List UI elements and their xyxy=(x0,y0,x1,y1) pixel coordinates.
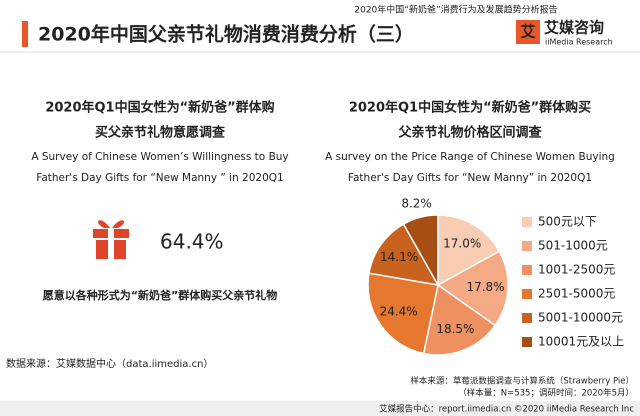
gift-icon xyxy=(93,220,129,259)
legend-label: 1001-2500元 xyxy=(538,263,615,277)
left-title: 买父亲节礼物意愿调查 xyxy=(95,125,226,141)
value-label: 17.0% xyxy=(443,237,481,251)
chart-title: 父亲节礼物价格区间调查 xyxy=(397,125,542,141)
footer-text: 艾媒报告中心：report.iimedia.cn ©2020 iiMedia R… xyxy=(379,404,634,415)
legend-label: 2501-5000元 xyxy=(538,287,615,301)
logo-mark xyxy=(516,20,540,44)
pie-slice xyxy=(367,272,439,355)
value-label: 18.5% xyxy=(436,322,474,336)
legend-swatch xyxy=(522,241,532,251)
pie-slice xyxy=(436,250,509,327)
pie-slice xyxy=(402,214,439,288)
left-english: A Survey of Chinese Women’s Willingness … xyxy=(31,151,288,163)
left-english: Father's Day Gifts for “New Manny ” in 2… xyxy=(36,172,283,184)
legend-label: 501-1000元 xyxy=(538,239,608,253)
left-title: 2020年Q1中国女性为“新奶爸”群体购 xyxy=(45,100,274,116)
source: 数据来源：艾媒数据中心（data.iimedia.cn） xyxy=(6,357,213,370)
legend-swatch xyxy=(522,217,532,227)
sample-source: 样本来源：草莓派数据调查与计算系统（Strawberry Pie） xyxy=(410,376,634,387)
page-title: 2020年中国父亲节礼物消费消费分析（三） xyxy=(38,23,414,46)
pie-slice xyxy=(437,214,501,287)
report-title: 2020年中国“新奶爸”消费行为及发展趋势分析报告 xyxy=(354,4,557,16)
legend-swatch xyxy=(522,289,532,299)
pie-slice xyxy=(368,223,440,287)
chart-subtitle: Father's Day Gifts for “New Manny” in 20… xyxy=(348,172,592,184)
legend-label: 5001-10000元 xyxy=(538,311,623,325)
legend-swatch xyxy=(522,337,532,347)
logo-en: iiMedia Research xyxy=(545,38,613,47)
legend-label: 500元以下 xyxy=(538,215,597,229)
logo-glyph: 艾 xyxy=(520,23,535,41)
chart-subtitle: A survey on the Price Range of Chinese W… xyxy=(325,151,615,163)
logo-cn: 艾媒咨询 xyxy=(544,19,604,37)
legend-label: 10001元及以上 xyxy=(538,335,624,349)
value-label: 14.1% xyxy=(380,250,418,264)
value-label: 17.8% xyxy=(466,280,504,294)
value-label: 24.4% xyxy=(380,304,418,318)
legend-swatch xyxy=(522,313,532,323)
title-accent xyxy=(22,21,28,47)
legend-swatch xyxy=(522,265,532,275)
value-label: 8.2% xyxy=(401,196,432,210)
pie: 17.0% 500元以下 17.8% 501-1000元 18.5% 1001-2500元… xyxy=(367,196,624,356)
chart-title: 2020年Q1中国女性为“新奶爸”群体购买 xyxy=(349,100,591,116)
stat-value: 64.4% xyxy=(160,230,224,254)
sample-info: （样本量：N=535；调研时间：2020年5月） xyxy=(458,388,634,399)
stat-caption: 愿意以各种形式为“新奶爸”群体购买父亲节礼物 xyxy=(43,288,277,302)
footer-bar xyxy=(0,401,640,416)
pie-slice xyxy=(422,283,497,356)
